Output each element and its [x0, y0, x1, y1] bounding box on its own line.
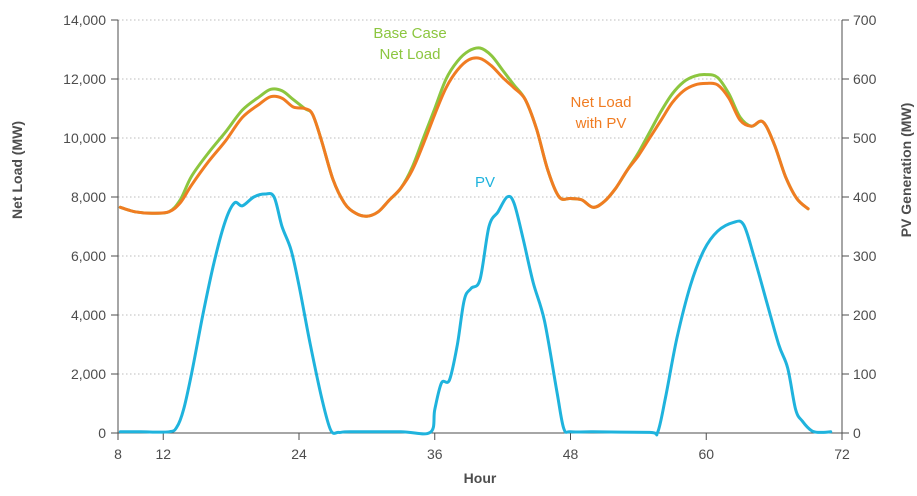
right-y-tick-label: 0: [853, 425, 861, 441]
x-tick-label: 24: [291, 446, 307, 462]
series-labels: Base Case Net Load Net Load with PV PV: [373, 25, 631, 191]
x-tick-label: 12: [155, 446, 171, 462]
series-label-line: Base Case: [373, 25, 446, 42]
left-y-tick-label: 6,000: [71, 248, 106, 264]
x-axis-title: Hour: [464, 470, 497, 486]
left-y-tick-label: 4,000: [71, 307, 106, 323]
right-y-axis-title: PV Generation (MW): [898, 103, 914, 238]
left-y-axis-ticks: 0 2,000 4,000 6,000 8,000 10,000 12,000 14,000: [63, 12, 118, 441]
left-y-tick-label: 10,000: [63, 130, 106, 146]
x-tick-label: 72: [834, 446, 850, 462]
right-y-tick-label: 700: [853, 12, 877, 28]
right-y-tick-label: 400: [853, 189, 877, 205]
series-label-line: with PV: [575, 115, 627, 132]
left-y-tick-label: 14,000: [63, 12, 106, 28]
right-y-tick-label: 600: [853, 71, 877, 87]
left-y-axis-title: Net Load (MW): [9, 121, 25, 219]
x-axis-ticks: 8 12 24 36 48 60 72: [114, 433, 850, 462]
right-y-axis-ticks: 0 100 200 300 400 500 600 700: [842, 12, 877, 441]
left-y-tick-label: 0: [98, 425, 106, 441]
right-y-tick-label: 300: [853, 248, 877, 264]
x-tick-label: 60: [698, 446, 714, 462]
x-tick-label: 8: [114, 446, 122, 462]
base-case-net-load-label: Base Case Net Load: [373, 25, 446, 63]
right-y-tick-label: 100: [853, 366, 877, 382]
grid-lines: [118, 19, 842, 375]
right-y-tick-label: 200: [853, 307, 877, 323]
net-load-with-pv-label: Net Load with PV: [571, 94, 632, 132]
left-y-tick-label: 8,000: [71, 189, 106, 205]
series-label-line: Net Load: [380, 46, 441, 63]
series-label-line: PV: [475, 174, 495, 191]
net-load-with-pv-line: [118, 56, 810, 218]
right-y-tick-label: 500: [853, 130, 877, 146]
axes: [117, 20, 843, 434]
x-tick-label: 48: [563, 446, 579, 462]
left-y-tick-label: 12,000: [63, 71, 106, 87]
pv-label: PV: [475, 174, 495, 191]
series-label-line: Net Load: [571, 94, 632, 111]
pv-generation-line: [118, 191, 833, 437]
x-tick-label: 36: [427, 446, 443, 462]
base-case-net-load-line: [118, 46, 810, 218]
series-lines: [118, 46, 833, 437]
left-y-tick-label: 2,000: [71, 366, 106, 382]
